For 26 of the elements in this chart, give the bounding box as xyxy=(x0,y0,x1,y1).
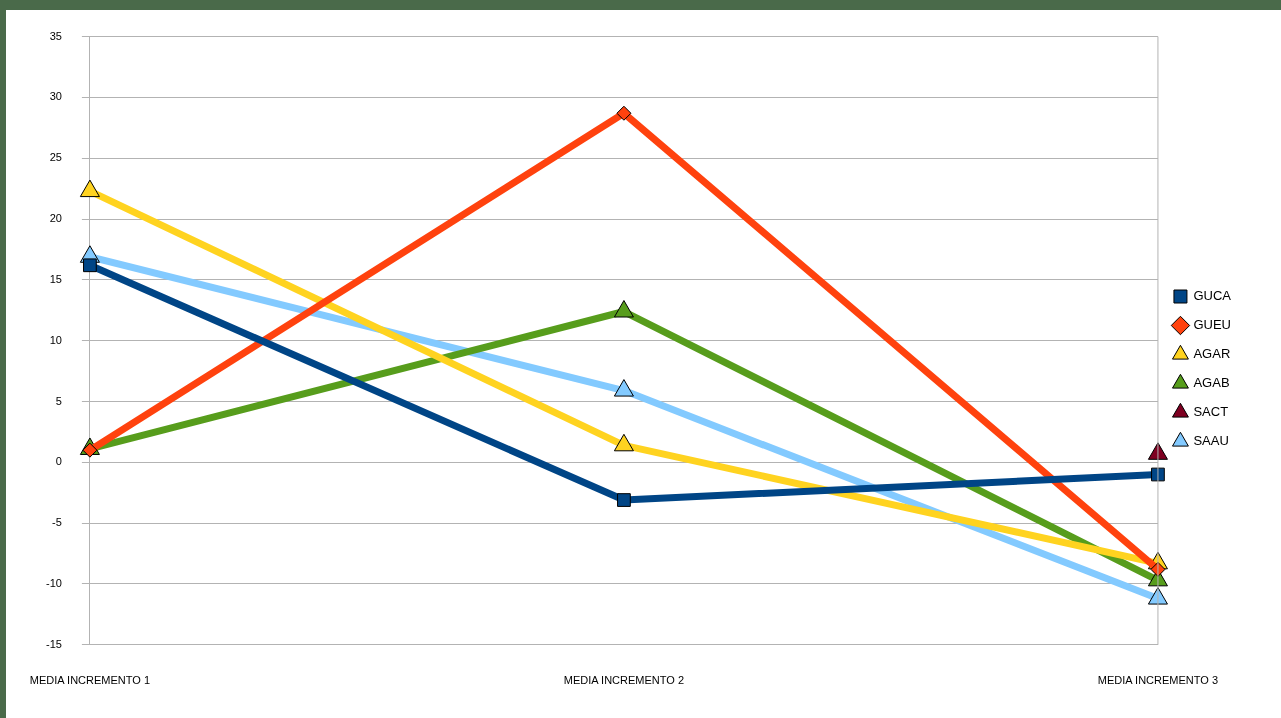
point xyxy=(79,179,100,198)
legend-label: GUCA xyxy=(1193,288,1232,304)
point xyxy=(1147,587,1168,605)
point xyxy=(1147,442,1168,460)
y-tick-label: 10 xyxy=(49,333,62,346)
point xyxy=(613,433,634,452)
x-tick-label: MEDIA INCREMENTO 3 xyxy=(1097,674,1219,687)
y-tick-label: -10 xyxy=(45,577,62,590)
y-tick-label: 20 xyxy=(49,212,62,225)
legend-label: AGAR xyxy=(1193,346,1231,362)
y-tick-label: 5 xyxy=(55,394,62,407)
x-tick-label: MEDIA INCREMENTO 1 xyxy=(29,674,151,687)
y-tick-label: 25 xyxy=(49,151,62,164)
x-tick-label: MEDIA INCREMENTO 2 xyxy=(563,674,685,687)
point xyxy=(613,300,634,318)
y-tick-label: 35 xyxy=(49,29,62,42)
y-tick-label: 15 xyxy=(49,272,62,285)
point xyxy=(613,379,634,397)
legend-label: GUEU xyxy=(1193,317,1231,333)
y-tick-label: 0 xyxy=(55,455,62,468)
legend-label: SACT xyxy=(1193,404,1229,420)
legend-label: SAAU xyxy=(1193,433,1229,449)
legend-label: AGAB xyxy=(1193,375,1230,391)
y-tick-label: -15 xyxy=(45,637,62,650)
y-tick-label: -5 xyxy=(52,516,62,529)
y-tick-label: 30 xyxy=(49,90,62,103)
